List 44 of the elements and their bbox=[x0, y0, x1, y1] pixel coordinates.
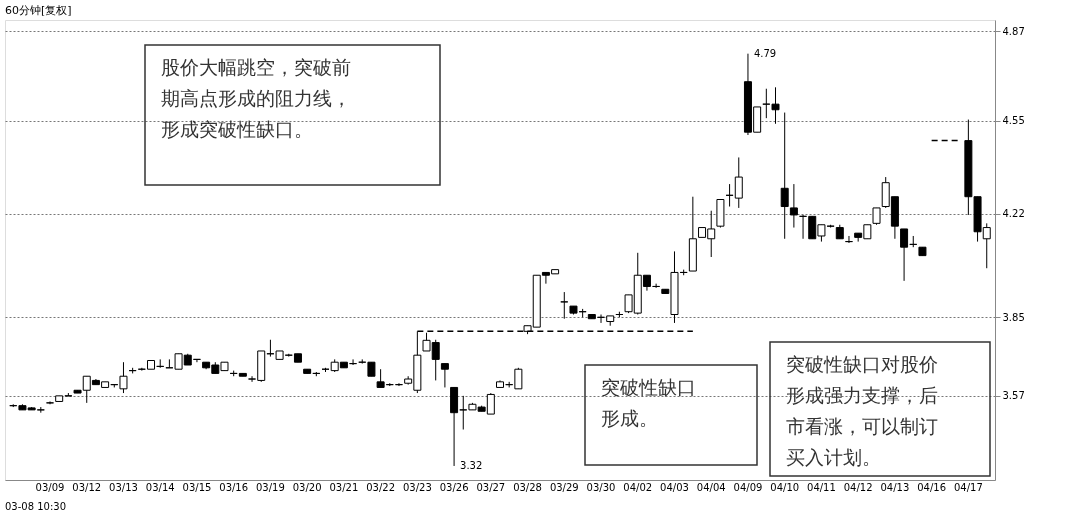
x-tick-label: 04/02 bbox=[623, 481, 653, 493]
x-tick-label: 03/20 bbox=[292, 481, 322, 493]
candlestick bbox=[560, 291, 569, 320]
x-tick-label: 03/30 bbox=[586, 481, 616, 493]
x-tick-label: 04/12 bbox=[843, 481, 873, 493]
x-tick-label: 03/12 bbox=[72, 481, 102, 493]
x-tick-label: 04/03 bbox=[660, 481, 689, 493]
annotation: 突破性缺口形成。 bbox=[601, 376, 696, 429]
annotation: 突破性缺口对股价形成强力支撑，后市看涨，可以制订买入计划。 bbox=[786, 353, 938, 468]
annotation: 股价大幅跳空，突破前期高点形成的阻力线，形成突破性缺口。 bbox=[161, 56, 351, 140]
candlestick bbox=[780, 112, 789, 240]
x-tick-label: 04/04 bbox=[696, 481, 726, 493]
x-tick-label: 03/28 bbox=[513, 481, 542, 493]
candlestick bbox=[734, 156, 743, 209]
x-tick-label: 03/15 bbox=[182, 481, 212, 493]
y-tick-label: 4.87 bbox=[1002, 25, 1025, 37]
x-tick-label: 03/14 bbox=[145, 481, 175, 493]
x-tick-label: 04/09 bbox=[733, 481, 763, 493]
x-tick-label: 03/13 bbox=[109, 481, 138, 493]
x-tick-label: 03/29 bbox=[549, 481, 579, 493]
x-tick-label: 03/23 bbox=[402, 481, 432, 493]
x-tick-label: 03/21 bbox=[329, 481, 359, 493]
candlestick bbox=[440, 363, 449, 388]
candlestick bbox=[900, 228, 909, 282]
x-tick-label: 03/09 bbox=[35, 481, 65, 493]
y-tick-label: 4.22 bbox=[1002, 208, 1025, 220]
x-tick-label: 04/11 bbox=[807, 481, 836, 493]
x-tick-label: 04/17 bbox=[953, 481, 983, 493]
y-tick-label: 3.57 bbox=[1002, 390, 1025, 402]
annotation: 3.32 bbox=[460, 459, 483, 471]
y-tick-label: 3.85 bbox=[1002, 311, 1025, 323]
annotation: 4.79 bbox=[753, 47, 777, 59]
x-tick-label: 04/16 bbox=[917, 481, 947, 493]
candlestick bbox=[789, 183, 798, 229]
x-tick-label: 03/27 bbox=[476, 481, 506, 493]
x-tick-label: 03/19 bbox=[255, 481, 285, 493]
x-tick-label: 04/13 bbox=[880, 481, 910, 493]
x-tick-label: 03/16 bbox=[219, 481, 249, 493]
x-tick-label: 04/10 bbox=[770, 481, 800, 493]
chart-title: 60分钟[复权] bbox=[5, 4, 72, 17]
text: 03-08 10:30 bbox=[5, 501, 67, 512]
y-tick-label: 4.55 bbox=[1002, 115, 1025, 127]
x-tick-label: 03/22 bbox=[366, 481, 396, 493]
x-tick-label: 03/26 bbox=[439, 481, 469, 493]
